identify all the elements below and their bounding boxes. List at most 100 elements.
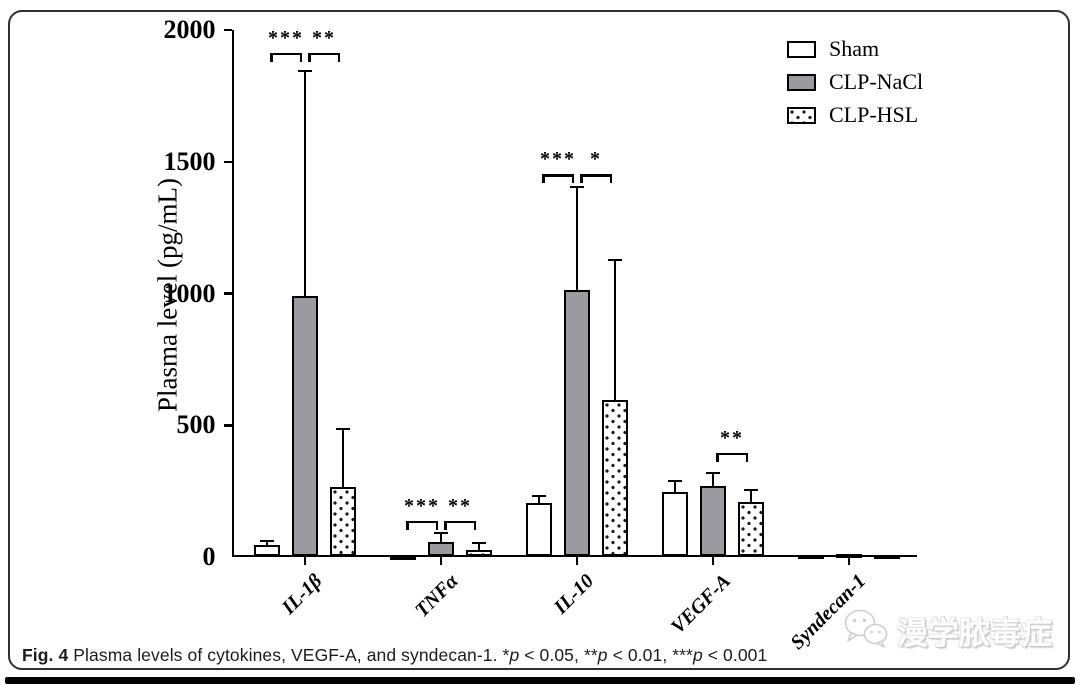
caption-segment: Fig. 4 bbox=[22, 645, 69, 665]
bar-clp-hsl-3 bbox=[602, 399, 628, 556]
significance-bracket-end bbox=[435, 520, 438, 530]
watermark: 漫学脓毒症 bbox=[843, 608, 1052, 653]
y-tick bbox=[223, 292, 232, 295]
significance-bracket bbox=[406, 520, 438, 524]
significance-bracket-end bbox=[716, 452, 719, 462]
figure-caption: Fig. 4 Plasma levels of cytokines, VEGF-… bbox=[22, 645, 767, 666]
wechat-icon bbox=[843, 608, 889, 653]
legend-swatch-gray bbox=[787, 73, 816, 91]
legend-label: CLP-HSL bbox=[829, 102, 919, 127]
significance-stars: ** bbox=[720, 426, 744, 449]
y-tick-label: 0 bbox=[202, 542, 216, 571]
error-bar bbox=[266, 541, 268, 548]
x-tick bbox=[575, 557, 579, 565]
significance-bracket-end bbox=[473, 520, 476, 530]
caption-segment: p bbox=[509, 645, 520, 665]
significance-bracket-end bbox=[270, 52, 273, 62]
significance-stars: *** bbox=[268, 26, 304, 49]
watermark-text: 漫学脓毒症 bbox=[897, 616, 1052, 651]
significance-bracket-end bbox=[745, 452, 748, 462]
significance-bracket-end bbox=[406, 520, 409, 530]
error-bar bbox=[614, 260, 616, 402]
bar-clp-hsl-1 bbox=[330, 486, 356, 556]
caption-segment: < 0.01, *** bbox=[607, 645, 693, 665]
caption-segment: < 0.05, ** bbox=[519, 645, 598, 665]
error-bar bbox=[750, 490, 752, 504]
y-axis bbox=[231, 30, 234, 557]
legend-label: CLP-NaCl bbox=[829, 69, 924, 94]
bar-sham-3 bbox=[526, 502, 552, 556]
x-axis bbox=[231, 554, 917, 557]
y-tick-label: 1000 bbox=[163, 278, 216, 308]
error-bar bbox=[304, 70, 306, 299]
significance-bracket bbox=[716, 452, 748, 456]
chart-legend: Sham CLP-NaCl CLP-HSL bbox=[787, 38, 923, 137]
bar-clp-hsl-4 bbox=[738, 501, 764, 556]
error-bar bbox=[478, 543, 480, 553]
significance-bracket-end bbox=[444, 520, 447, 530]
error-bar bbox=[440, 533, 442, 544]
error-bar-cap bbox=[260, 540, 274, 543]
error-bar-cap bbox=[570, 186, 584, 189]
error-bar-cap bbox=[434, 532, 448, 535]
y-tick-label: 1500 bbox=[163, 146, 216, 176]
significance-bracket bbox=[308, 52, 340, 56]
error-bar-cap bbox=[668, 480, 682, 483]
caption-segment: Plasma levels of cytokines, VEGF-A, and … bbox=[68, 645, 510, 665]
significance-bracket-end bbox=[299, 52, 302, 62]
y-tick bbox=[223, 160, 232, 163]
caption-segment: p bbox=[692, 645, 703, 665]
bottom-rule bbox=[5, 677, 1075, 684]
significance-bracket bbox=[542, 174, 574, 177]
error-bar-cap bbox=[608, 259, 622, 262]
y-tick bbox=[223, 424, 232, 427]
significance-stars: * bbox=[590, 148, 602, 171]
figure-border bbox=[8, 10, 1070, 670]
legend-item: CLP-HSL bbox=[787, 104, 923, 126]
caption-segment: p bbox=[597, 645, 608, 665]
legend-item: CLP-NaCl bbox=[787, 71, 923, 93]
error-bar bbox=[342, 428, 344, 489]
x-category-label: VEGF-A bbox=[666, 570, 735, 639]
error-bar bbox=[576, 187, 578, 293]
x-tick bbox=[847, 557, 851, 565]
error-bar-cap bbox=[336, 427, 350, 430]
significance-bracket-end bbox=[609, 174, 612, 184]
legend-item: Sham bbox=[787, 38, 923, 60]
significance-stars: ** bbox=[448, 494, 472, 517]
significance-bracket-end bbox=[337, 52, 340, 62]
significance-bracket-end bbox=[571, 174, 574, 184]
bar-clp-nacl-1 bbox=[292, 296, 318, 556]
x-tick bbox=[711, 557, 715, 565]
x-tick bbox=[303, 557, 307, 565]
significance-bracket-end bbox=[308, 52, 311, 62]
significance-bracket-end bbox=[542, 174, 545, 184]
legend-swatch-white bbox=[787, 40, 816, 58]
significance-bracket bbox=[444, 520, 476, 524]
x-category-label: IL-10 bbox=[549, 570, 599, 619]
significance-stars: ** bbox=[312, 26, 336, 49]
error-bar-cap bbox=[706, 471, 720, 474]
significance-bracket bbox=[270, 52, 302, 56]
significance-bracket bbox=[580, 174, 612, 177]
error-bar-cap bbox=[298, 69, 312, 72]
bar-clp-nacl-4 bbox=[700, 486, 726, 556]
y-tick-label: 2000 bbox=[163, 15, 216, 44]
x-category-label: TNFα bbox=[410, 570, 463, 622]
error-bar bbox=[712, 472, 714, 489]
y-tick-label: 500 bbox=[176, 410, 216, 440]
bar-sham-4 bbox=[662, 491, 688, 556]
error-bar-cap bbox=[744, 489, 758, 492]
error-bar bbox=[674, 481, 676, 494]
y-tick bbox=[223, 28, 232, 32]
significance-stars: *** bbox=[404, 494, 440, 517]
caption-segment: < 0.001 bbox=[702, 645, 768, 665]
legend-swatch-dotted bbox=[787, 106, 816, 124]
significance-bracket-end bbox=[580, 174, 583, 184]
x-tick bbox=[439, 557, 443, 565]
error-bar-cap bbox=[472, 542, 486, 545]
bar-clp-nacl-3 bbox=[564, 290, 590, 556]
legend-label: Sham bbox=[829, 36, 880, 61]
x-category-label: IL-1β bbox=[277, 570, 327, 619]
